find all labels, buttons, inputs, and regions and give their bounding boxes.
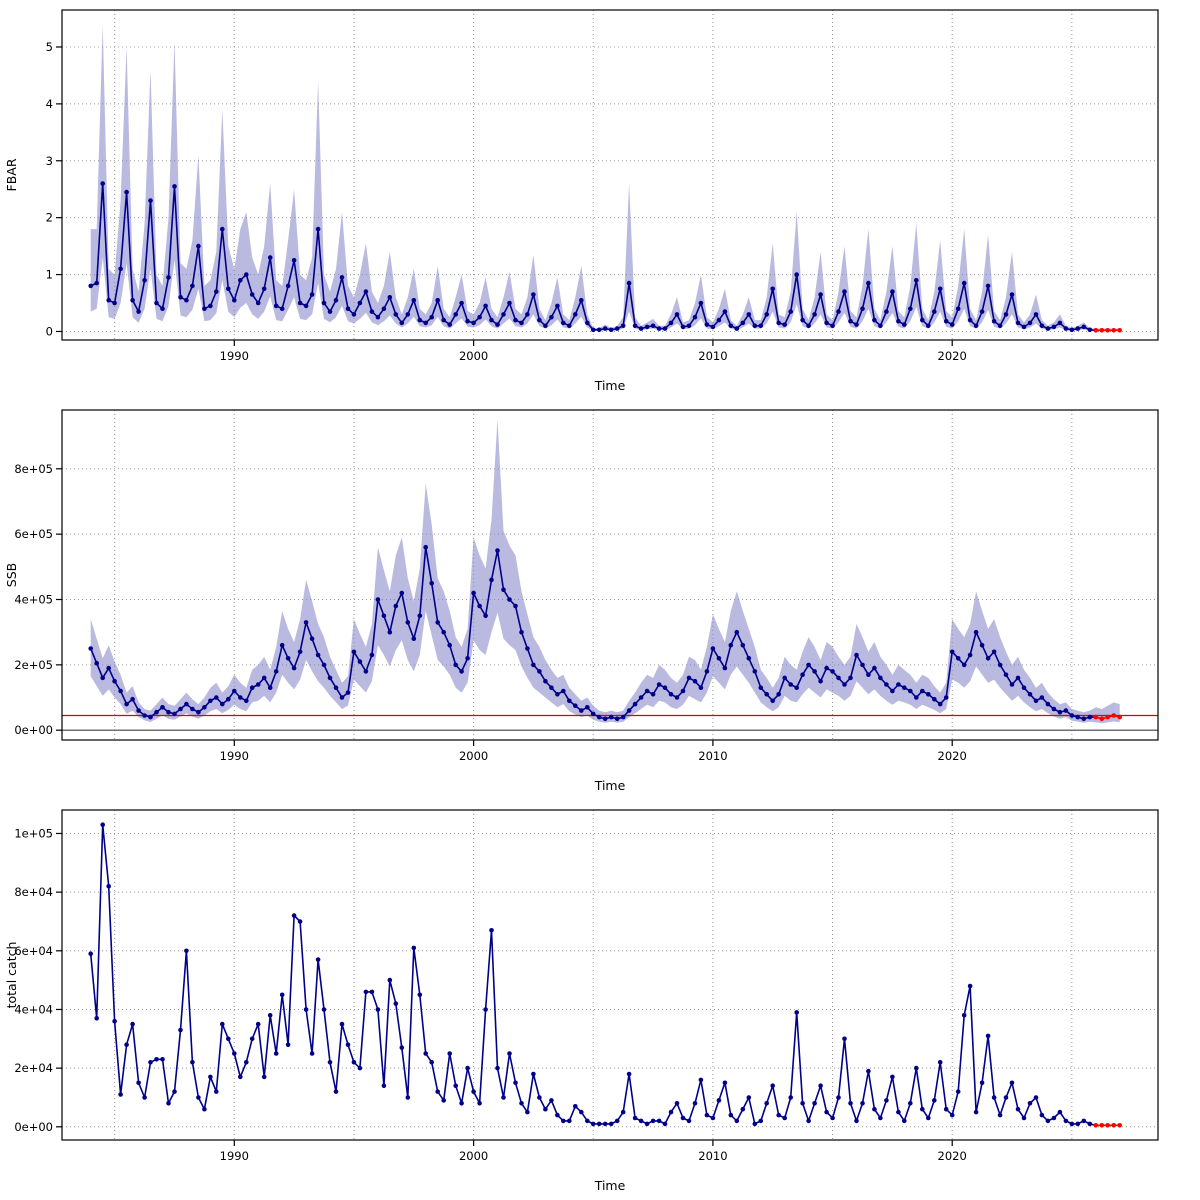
catch-panel: 1990 2000 2010 2020 0e+00 2e+04 4e+04 6e+04 8e+0… bbox=[0, 800, 1200, 1200]
svg-text:SSB: SSB bbox=[4, 563, 19, 587]
ssb-panel: 1990 2000 2010 2020 0e+00 2e+05 4e+05 6e+05 8e+0… bbox=[0, 400, 1200, 800]
svg-text:1990: 1990 bbox=[220, 749, 249, 763]
svg-text:4: 4 bbox=[46, 97, 53, 111]
svg-text:2020: 2020 bbox=[938, 349, 967, 363]
svg-text:Time: Time bbox=[594, 778, 626, 793]
svg-text:2000: 2000 bbox=[459, 1149, 488, 1163]
svg-text:2000: 2000 bbox=[459, 349, 488, 363]
svg-text:4e+05: 4e+05 bbox=[14, 593, 53, 607]
svg-text:6e+05: 6e+05 bbox=[14, 527, 53, 541]
svg-text:2020: 2020 bbox=[938, 749, 967, 763]
svg-text:8e+04: 8e+04 bbox=[14, 885, 53, 899]
svg-text:Time: Time bbox=[594, 1178, 626, 1193]
svg-text:0e+00: 0e+00 bbox=[14, 723, 53, 737]
svg-text:0: 0 bbox=[46, 324, 53, 338]
svg-text:2000: 2000 bbox=[459, 749, 488, 763]
svg-text:total catch: total catch bbox=[4, 942, 19, 1009]
svg-text:2e+05: 2e+05 bbox=[14, 658, 53, 672]
svg-text:1990: 1990 bbox=[220, 1149, 249, 1163]
ssb-chart: 1990 2000 2010 2020 0e+00 2e+05 4e+05 6e+05 8e+0… bbox=[4, 409, 1159, 793]
svg-text:Time: Time bbox=[594, 378, 626, 393]
svg-text:5: 5 bbox=[46, 40, 53, 54]
svg-text:8e+05: 8e+05 bbox=[14, 462, 53, 476]
catch-chart: 1990 2000 2010 2020 0e+00 2e+04 4e+04 6e+04 8e+0… bbox=[4, 809, 1159, 1193]
svg-text:2010: 2010 bbox=[698, 749, 727, 763]
fbar-panel: 1990 2000 2010 2020 0 1 2 3 4 5 Time FBAR bbox=[0, 0, 1200, 400]
svg-text:FBAR: FBAR bbox=[4, 158, 19, 191]
svg-text:2010: 2010 bbox=[698, 1149, 727, 1163]
fbar-chart: 1990 2000 2010 2020 0 1 2 3 4 5 Time FBAR bbox=[4, 9, 1159, 393]
svg-text:4e+04: 4e+04 bbox=[14, 1002, 53, 1016]
svg-text:2010: 2010 bbox=[698, 349, 727, 363]
svg-text:1: 1 bbox=[46, 268, 53, 282]
svg-text:1e+05: 1e+05 bbox=[14, 826, 53, 840]
svg-text:6e+04: 6e+04 bbox=[14, 944, 53, 958]
svg-text:2e+04: 2e+04 bbox=[14, 1061, 53, 1075]
svg-text:3: 3 bbox=[46, 154, 53, 168]
svg-text:2020: 2020 bbox=[938, 1149, 967, 1163]
svg-text:0e+00: 0e+00 bbox=[14, 1120, 53, 1134]
svg-text:2: 2 bbox=[46, 211, 53, 225]
svg-text:1990: 1990 bbox=[220, 349, 249, 363]
